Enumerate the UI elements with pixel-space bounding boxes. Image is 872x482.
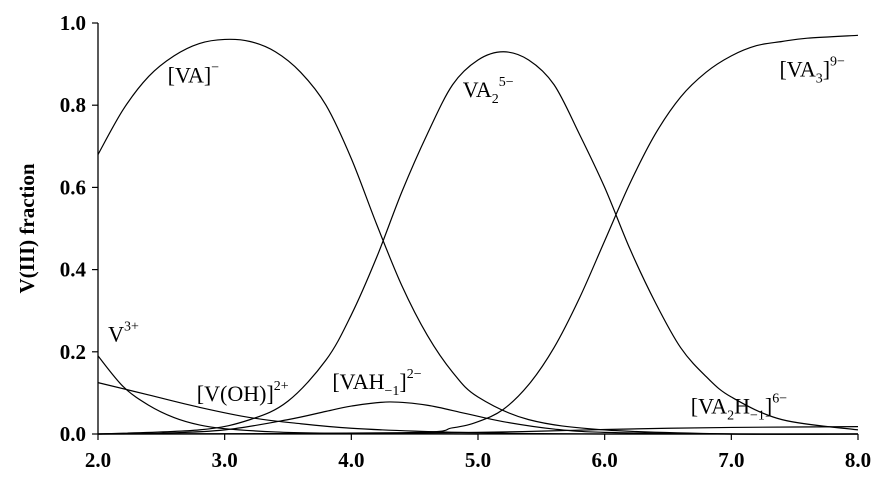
series-line-4: [97, 51, 859, 435]
y-tick-label: 0.6: [60, 175, 86, 199]
x-tick-label: 6.0: [592, 448, 618, 472]
series-line-3: [97, 401, 859, 435]
series-label-3: [VAH−1]2−: [332, 367, 421, 399]
x-tick-label: 3.0: [212, 448, 238, 472]
series-label-1: [V(OH)]2+: [197, 379, 289, 406]
series-label-6: [VA3]9−: [779, 54, 845, 86]
x-tick-label: 5.0: [465, 448, 491, 472]
series-line-2: [97, 38, 859, 435]
series-label-0: V3+: [108, 320, 139, 347]
x-tick-label: 8.0: [845, 448, 871, 472]
y-tick-label: 0.8: [60, 93, 86, 117]
y-tick-label: 0.0: [60, 422, 86, 446]
series-label-4: VA25−: [463, 75, 514, 107]
y-tick-label: 1.0: [60, 11, 86, 35]
series-lines: [97, 34, 859, 435]
series-label-2: [VA]−: [168, 61, 220, 88]
y-tick-label: 0.4: [60, 258, 87, 282]
x-tick-label: 4.0: [338, 448, 364, 472]
series-label-5: [VA2H−1]6−: [691, 391, 787, 423]
x-tick-label: 2.0: [85, 448, 111, 472]
y-axis-label: V(III) fraction: [15, 163, 39, 293]
y-tick-label: 0.2: [60, 340, 86, 364]
annotations: V3+ [V(OH)]2+ [VA]− [VAH−1]2− VA25− [VA2H−1]6…: [108, 54, 845, 423]
series-line-6: [97, 34, 859, 435]
ticks: 2.0 3.0 4.0 5.0 6.0 7.0 8.0 0.0 0.2 0.4 0.6 0.8 1.0: [60, 11, 871, 472]
x-tick-label: 7.0: [718, 448, 744, 472]
